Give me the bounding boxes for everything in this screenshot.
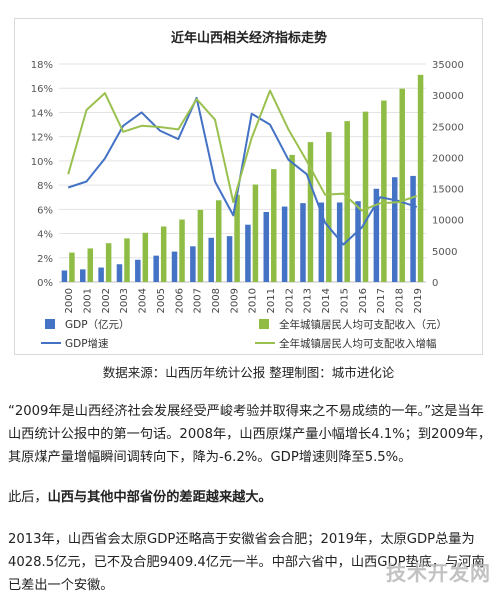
x-axis-tick-label: 2000 [64,288,75,313]
right-axis-tick-label: 10000 [432,216,464,227]
x-axis-tick-label: 2013 [303,288,314,313]
gdp-growth-line [67,96,418,246]
income-bar [362,111,369,282]
legend-gdp-growth-label: GDP增速 [65,337,109,350]
left-axis-tick-label: 4% [37,230,53,241]
right-axis-tick-label: 0 [432,278,438,289]
x-axis-tick-label: 2009 [229,288,240,313]
income-bar [289,154,295,282]
gdp-bar [263,211,270,282]
left-axis-tick-label: 2% [37,254,53,265]
gdp-bar [355,201,361,282]
x-axis-tick-label: 2008 [211,288,222,313]
watermark: 技术开发网 [386,561,491,585]
gdp-bar [116,264,123,282]
income-bar [160,226,167,282]
income-bar [252,184,259,282]
left-axis-tick-label: 16% [31,84,53,95]
income-bar [179,219,185,282]
income-bar [215,200,222,282]
right-axis-tick-label: 25000 [432,122,464,133]
x-axis-tick-label: 2005 [156,288,167,313]
chart-title: 近年山西相关经济指标走势 [171,30,327,46]
paragraph-1: “2009年是山西经济社会发展经受严峻考验并取得来之不易成绩的一年。”这是当年山… [8,404,492,465]
x-axis-tick-label: 2018 [394,288,405,313]
gdp-bar [190,246,196,282]
income-bar [142,232,149,282]
income-bar [234,194,240,282]
x-axis-tick-label: 2017 [376,288,387,313]
left-axis-tick-label: 10% [31,157,53,168]
x-axis-tick-label: 2001 [83,288,94,313]
gdp-bar [373,188,380,282]
income-growth-line [67,89,418,212]
gdp-bar [245,224,251,282]
gdp-bar [226,236,233,282]
gdp-bar [410,175,416,282]
x-axis-tick-label: 2003 [119,288,130,313]
income-bar [69,252,75,282]
legend-gdp-swatch [45,319,55,329]
x-axis-tick-label: 2004 [138,288,149,313]
income-bar [124,238,130,282]
paragraph-2-bold: 山西与其他中部省份的差距越来越大。 [47,490,272,505]
gdp-bar [336,202,343,282]
legend-income-growth-label: 全年城镇居民人均可支配收入增幅 [279,337,437,350]
x-axis-tick-label: 2011 [266,288,277,313]
income-bar [105,243,112,282]
data-source-caption: 数据来源：山西历年统计公报 整理制图：城市进化论 [102,365,395,380]
income-bar [381,100,387,283]
left-axis-tick-label: 0% [37,278,53,289]
right-axis-tick-label: 5000 [432,247,457,258]
gdp-bar [135,259,141,282]
income-bar [399,88,405,282]
left-axis-tick-label: 6% [37,205,53,216]
x-axis-tick-label: 2006 [174,288,185,313]
gdp-bar [318,202,325,282]
legend-income-swatch [259,319,269,329]
gdp-bar [153,255,159,282]
chart-container: 近年山西相关经济指标走势 0% 2% 4% 6% 8% 10% 12% 14% 16% 18% 0 50… [14,18,483,355]
left-axis-tick-label: 18% [31,60,53,71]
legend-income-label: 全年城镇居民人均可支配收入（元） [279,318,447,331]
paragraph-2: 此后，山西与其他中部省份的差距越来越大。 [8,486,492,509]
income-bar [271,169,277,282]
x-axis-tick-label: 2010 [248,288,259,313]
x-axis-tick-label: 2014 [321,288,332,313]
left-axis-tick-label: 8% [37,181,53,192]
gdp-bar [208,237,214,282]
legend-gdp-label: GDP（亿元） [65,318,130,331]
income-bar [87,248,94,282]
left-axis-tick-label: 12% [31,133,53,144]
gdp-bar [300,203,306,282]
gdp-bar [98,267,104,282]
left-axis-tick-label: 14% [31,108,53,119]
x-axis-tick-label: 2016 [358,288,369,313]
gdp-bar [80,269,86,282]
income-bar [417,74,424,283]
right-axis-tick-label: 15000 [432,185,464,196]
income-bar [326,132,332,282]
paragraph-2-prefix: 此后， [8,490,48,505]
right-axis-tick-label: 30000 [432,91,464,102]
x-axis-tick-label: 2012 [284,288,295,313]
gdp-bar [281,206,288,282]
gdp-bar [391,177,398,282]
right-axis-tick-label: 20000 [432,153,464,164]
chart: 近年山西相关经济指标走势 0% 2% 4% 6% 8% 10% 12% 14% 16% 18% 0 50… [31,30,464,350]
x-axis-tick-label: 2002 [101,288,112,313]
x-axis-tick-label: 2019 [413,288,424,313]
right-axis-tick-label: 35000 [432,60,464,71]
income-bar [197,209,204,282]
x-axis-tick-label: 2007 [193,288,204,313]
gdp-bar [61,270,68,282]
x-axis-tick-label: 2015 [339,288,350,313]
gdp-bar [171,251,178,282]
income-bar [307,142,314,282]
income-bar [344,121,350,282]
